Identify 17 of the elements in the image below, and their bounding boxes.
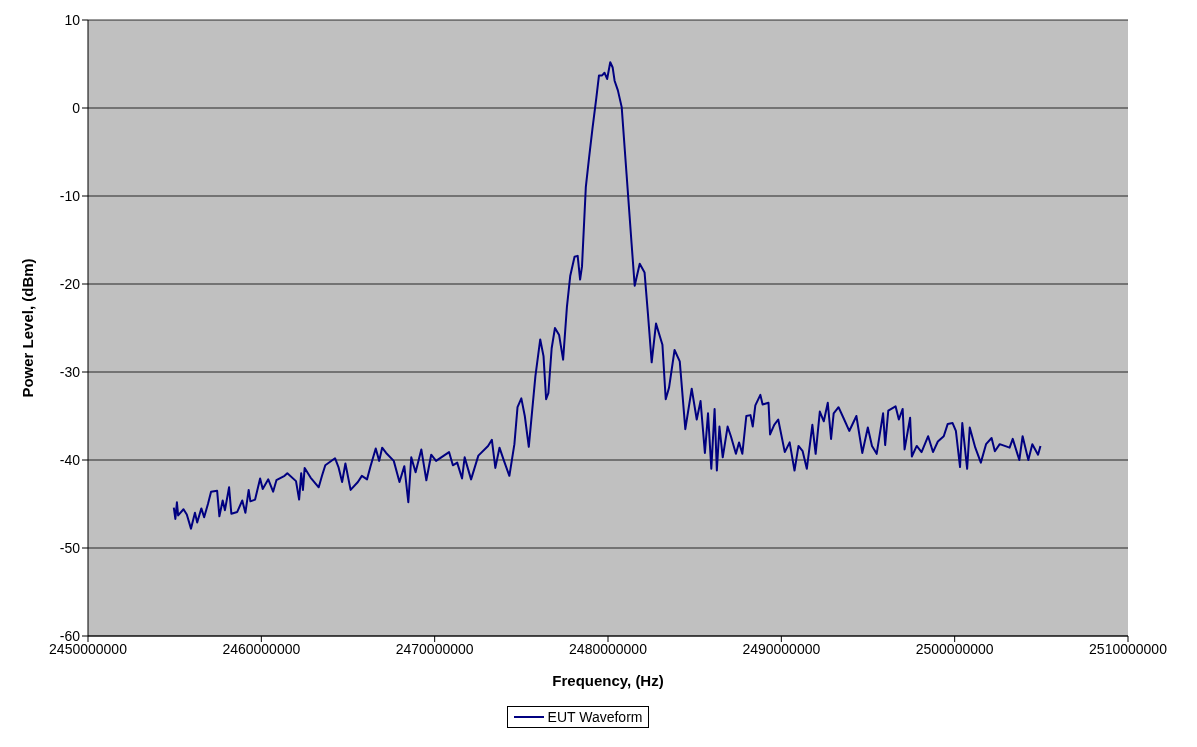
y-tick-label: -40 — [59, 451, 81, 468]
x-tick-label: 2480000000 — [569, 640, 648, 657]
x-tick-label: 2500000000 — [915, 640, 994, 657]
y-tick-label: 10 — [64, 11, 81, 28]
x-tick-label: 2510000000 — [1089, 640, 1168, 657]
y-tick-label: -50 — [59, 539, 81, 556]
y-tick-label: -30 — [59, 363, 81, 380]
line-series — [172, 61, 1042, 530]
y-tick-label: -20 — [59, 275, 81, 292]
x-axis-title: Frequency, (Hz) — [552, 672, 664, 689]
x-tick-label: 2460000000 — [222, 640, 301, 657]
legend-label: EUT Waveform — [547, 709, 643, 725]
y-tick-label: -10 — [59, 187, 81, 204]
x-tick-label: 2470000000 — [395, 640, 474, 657]
y-tick-label: 0 — [72, 99, 81, 116]
x-tick-label: 2490000000 — [742, 640, 821, 657]
y-axis-title: Power Level, (dBm) — [19, 258, 37, 398]
